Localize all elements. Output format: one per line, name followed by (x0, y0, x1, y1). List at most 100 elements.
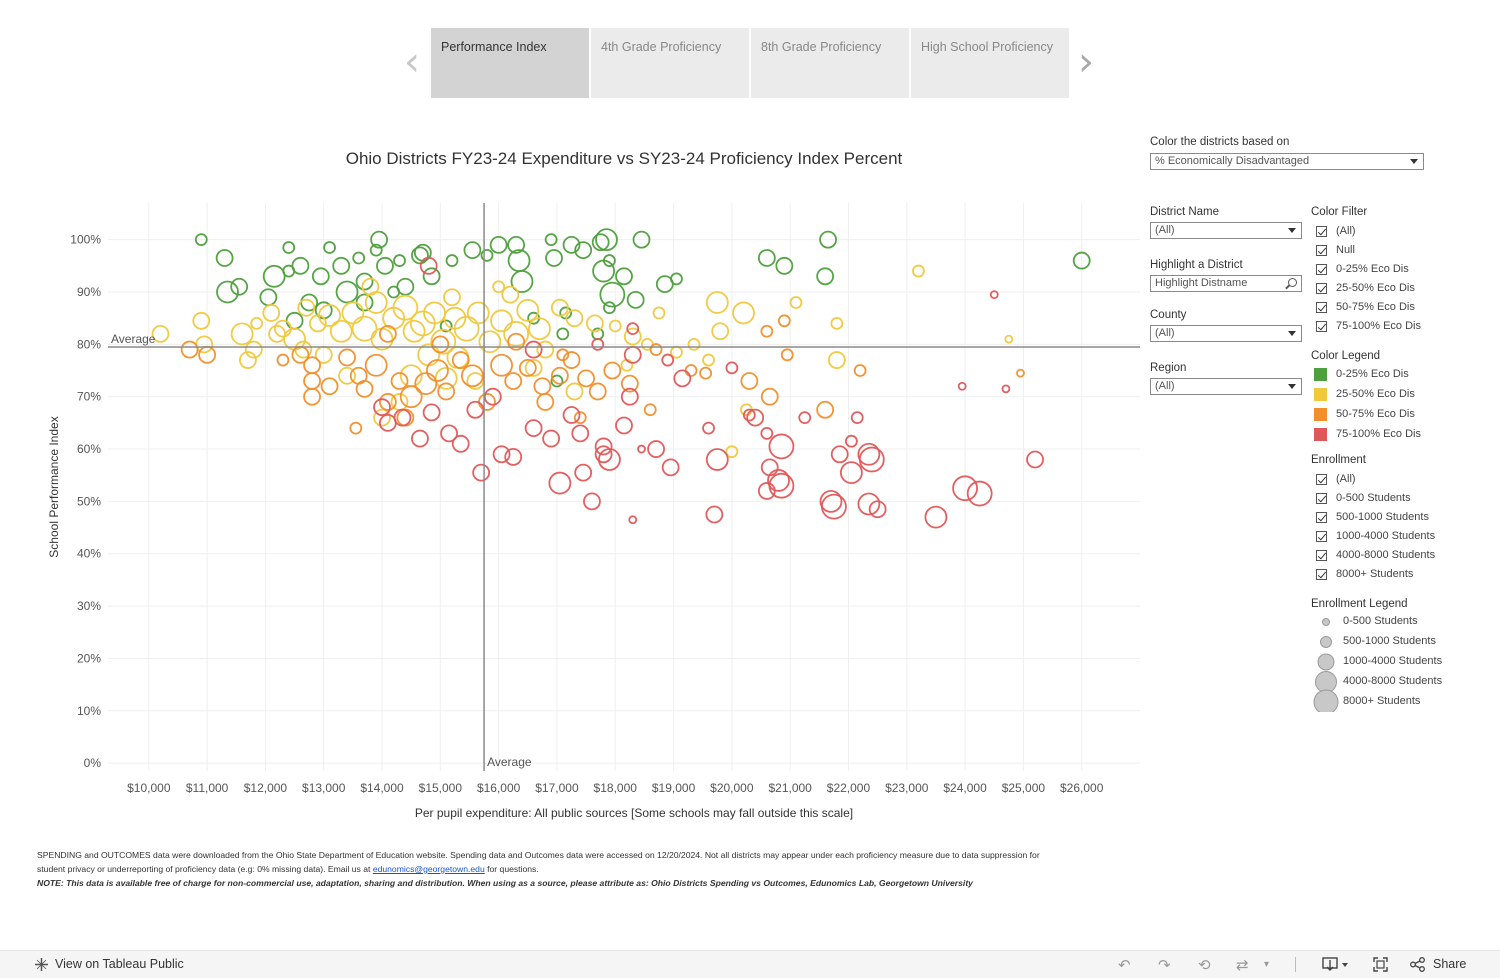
tab-high-school-proficiency[interactable]: High School Proficiency (911, 28, 1069, 98)
data-point (966, 480, 993, 507)
data-point (180, 340, 199, 359)
color-filter-label: 75-100% Eco Dis (1336, 320, 1421, 332)
enrollment-filter-item[interactable]: 1000-4000 Students (1316, 528, 1435, 544)
enrollment-filter-label: 4000-8000 Students (1336, 549, 1436, 561)
undo-icon[interactable]: ↶ (1118, 956, 1131, 974)
tab-8th-grade-proficiency[interactable]: 8th Grade Proficiency (751, 28, 909, 98)
color-selector-dropdown[interactable]: % Economically Disadvantaged (1150, 153, 1424, 170)
color-legend-item[interactable]: 25-50% Eco Dis (1314, 386, 1415, 402)
color-legend-item[interactable]: 50-75% Eco Dis (1314, 406, 1415, 422)
color-legend-item[interactable]: 75-100% Eco Dis (1314, 426, 1421, 442)
redo-icon[interactable]: ↷ (1158, 956, 1171, 974)
share-icon[interactable] (1410, 957, 1426, 972)
footnote-line-1: SPENDING and OUTCOMES data were download… (37, 850, 1040, 860)
data-point (562, 406, 581, 424)
enrollment-filter-item[interactable]: 8000+ Students (1316, 566, 1413, 582)
enrollment-filter-item[interactable]: 500-1000 Students (1316, 509, 1429, 525)
color-filter-item[interactable]: (All) (1316, 223, 1356, 239)
data-point (830, 317, 844, 330)
tab-performance-index[interactable]: Performance Index (431, 28, 589, 98)
share-button[interactable]: Share (1433, 957, 1467, 971)
enrollment-legend-label: 0-500 Students (1343, 615, 1418, 627)
y-tick-label: 80% (77, 337, 101, 351)
y-tick-label: 10% (77, 704, 101, 718)
checkbox[interactable] (1316, 530, 1327, 542)
tab-next-arrow-icon[interactable]: › (1078, 39, 1094, 85)
data-point (594, 437, 613, 456)
county-label: County (1150, 309, 1187, 321)
data-point (338, 366, 356, 385)
data-point (1016, 368, 1025, 378)
data-point (598, 448, 621, 471)
checkbox[interactable] (1316, 244, 1327, 256)
data-point (503, 320, 530, 347)
data-point (490, 353, 513, 377)
color-selector-value: % Economically Disadvantaged (1155, 155, 1310, 167)
data-point (453, 315, 480, 342)
pause-dropdown-icon[interactable]: ▾ (1264, 959, 1270, 970)
download-icon[interactable] (1322, 957, 1350, 972)
email-link[interactable]: edunomics@georgetown.edu (372, 864, 485, 874)
color-filter-item[interactable]: 0-25% Eco Dis (1316, 261, 1409, 277)
data-point (504, 447, 523, 466)
data-point (466, 301, 490, 325)
tab-4th-grade-proficiency[interactable]: 4th Grade Proficiency (591, 28, 749, 98)
y-tick-label: 50% (77, 494, 101, 508)
data-point (989, 290, 999, 300)
data-point (440, 424, 458, 443)
data-point (542, 429, 561, 448)
color-legend-item[interactable]: 0-25% Eco Dis (1314, 366, 1409, 382)
checkbox[interactable] (1316, 225, 1327, 237)
data-point (705, 448, 729, 471)
checkbox[interactable] (1316, 473, 1327, 485)
data-point (952, 475, 978, 502)
data-point (507, 235, 526, 254)
data-point (615, 267, 633, 286)
checkbox[interactable] (1316, 549, 1327, 561)
checkbox[interactable] (1316, 511, 1327, 523)
data-point (742, 408, 756, 422)
data-point (390, 372, 409, 390)
checkbox[interactable] (1316, 282, 1327, 294)
data-point (591, 337, 605, 351)
county-dropdown[interactable]: (All) (1150, 325, 1302, 342)
highlight-district-label: Highlight a District (1150, 259, 1243, 271)
color-filter-label: Null (1336, 244, 1355, 256)
tab-prev-arrow-icon[interactable]: ‹ (404, 39, 420, 85)
checkbox[interactable] (1316, 263, 1327, 275)
checkbox[interactable] (1316, 492, 1327, 504)
data-point (556, 327, 570, 341)
data-point (577, 369, 596, 388)
region-dropdown[interactable]: (All) (1150, 378, 1302, 395)
x-tick-label: $26,000 (1060, 781, 1104, 795)
color-filter-label: 0-25% Eco Dis (1336, 263, 1409, 275)
footnote-line-2: student privacy or underreporting of pro… (37, 862, 1147, 876)
highlight-district-input[interactable]: Highlight Distname (1150, 275, 1302, 292)
y-tick-label: 100% (70, 233, 101, 247)
data-point (355, 379, 374, 398)
enrollment-filter-item[interactable]: 4000-8000 Students (1316, 547, 1435, 563)
district-name-dropdown[interactable]: (All) (1150, 222, 1302, 239)
data-point (472, 463, 491, 482)
chevron-down-icon (1288, 384, 1296, 389)
data-point (536, 393, 555, 411)
data-point (603, 361, 622, 380)
checkbox[interactable] (1316, 301, 1327, 313)
data-point (524, 419, 543, 438)
enrollment-filter-item[interactable]: (All) (1316, 471, 1356, 487)
color-filter-item[interactable]: 50-75% Eco Dis (1316, 299, 1415, 315)
data-point (323, 241, 336, 254)
color-filter-item[interactable]: 75-100% Eco Dis (1316, 318, 1421, 334)
revert-icon[interactable]: ⟲ (1198, 956, 1211, 974)
data-point (524, 340, 543, 359)
color-filter-item[interactable]: Null (1316, 242, 1355, 258)
data-point (583, 492, 601, 511)
fullscreen-icon[interactable] (1373, 957, 1388, 972)
checkbox[interactable] (1316, 568, 1327, 580)
checkbox[interactable] (1316, 320, 1327, 332)
refresh-icon[interactable]: ⇄ (1236, 956, 1249, 974)
data-point (545, 249, 563, 267)
view-on-tableau-link[interactable]: View on Tableau Public (55, 957, 184, 971)
enrollment-filter-item[interactable]: 0-500 Students (1316, 490, 1411, 506)
color-filter-item[interactable]: 25-50% Eco Dis (1316, 280, 1415, 296)
